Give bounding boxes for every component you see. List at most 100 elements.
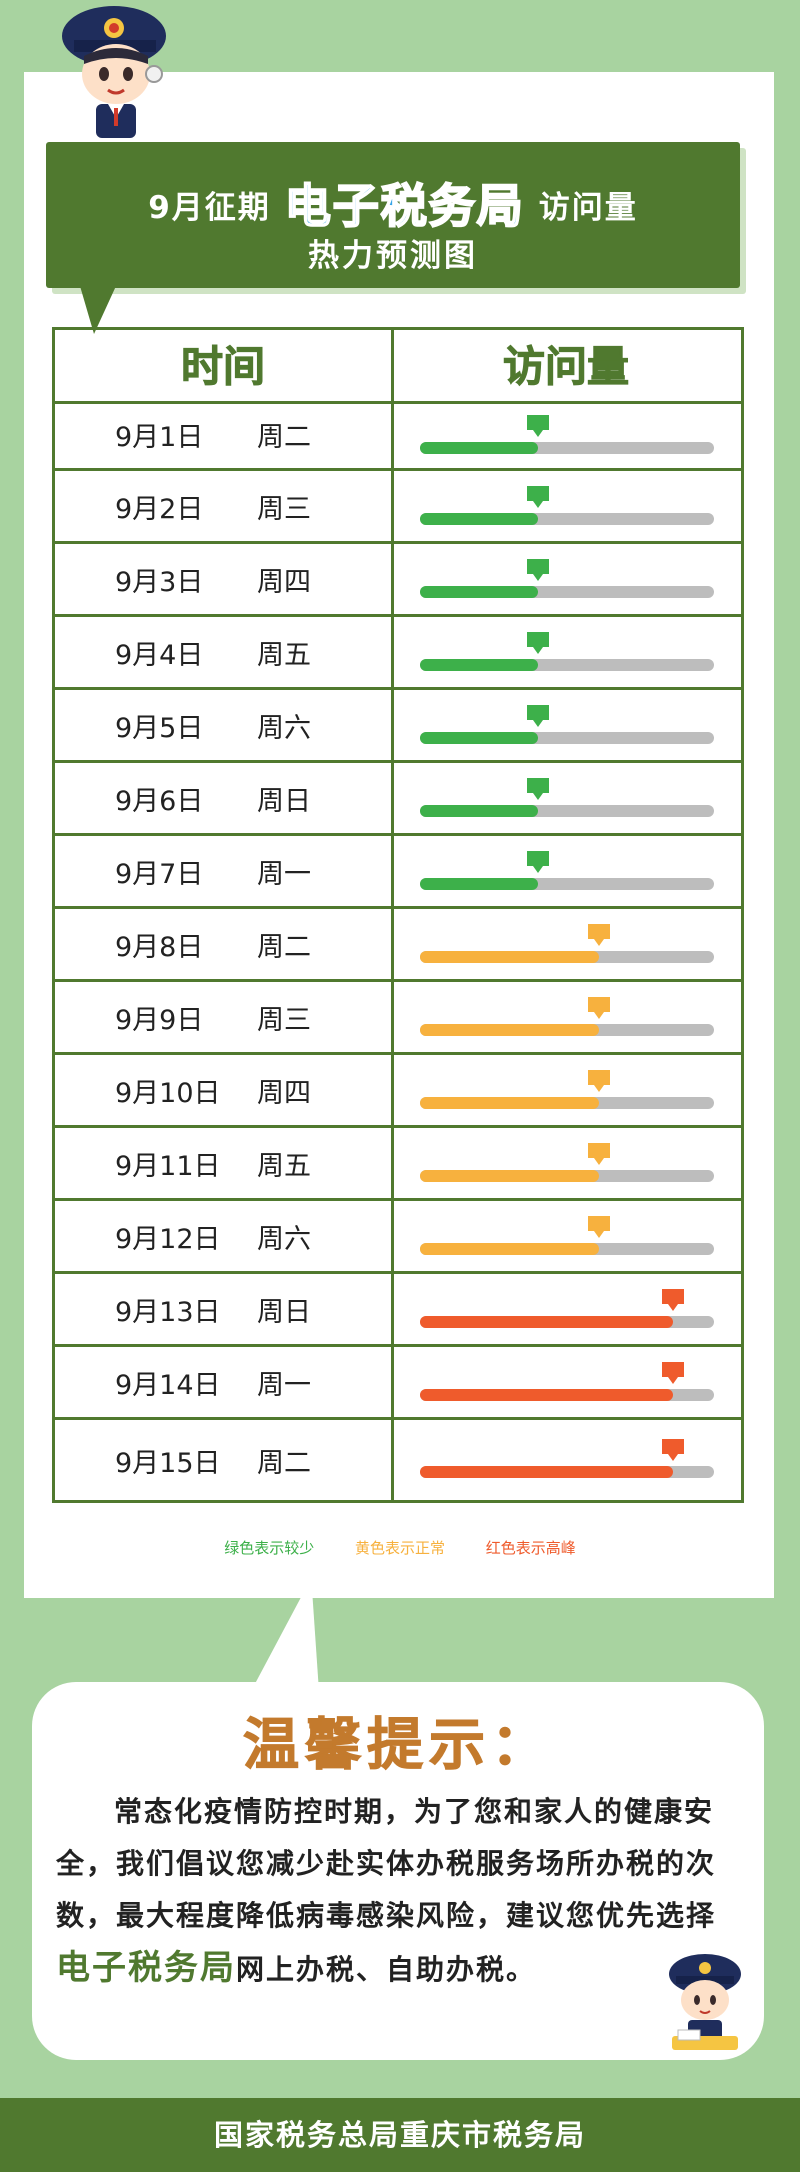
row-weekday: 周五 <box>257 639 311 671</box>
table-row: 9月1日 周二 <box>55 401 741 471</box>
title-line-2: 热力预测图 <box>308 238 478 274</box>
legend: 绿色表示较少 黄色表示正常 红色表示高峰 <box>0 1537 800 1558</box>
title-banner: 9月征期 电子税务局 访问量 热力预测图 <box>46 142 740 288</box>
row-weekday: 周日 <box>257 785 311 817</box>
row-date-cell: 9月9日 周三 <box>115 982 311 1052</box>
row-date: 9月11日 <box>115 1150 221 1182</box>
tip-body-highlight: 电子税务局 <box>56 1948 236 1988</box>
visit-bar-track <box>420 1024 714 1036</box>
visit-bar-fill <box>420 1316 673 1328</box>
visit-level-marker-icon <box>527 632 549 654</box>
visit-bar-track <box>420 1243 714 1255</box>
row-date: 9月2日 <box>115 493 204 525</box>
row-date: 9月1日 <box>115 422 204 453</box>
visit-bar-track <box>420 878 714 890</box>
column-header-date: 时间 <box>180 342 265 392</box>
row-date: 9月13日 <box>115 1296 221 1328</box>
row-weekday: 周三 <box>257 493 311 525</box>
visit-level-marker-icon <box>588 1143 610 1165</box>
tax-officer-mascot-icon <box>62 6 166 138</box>
table-row: 9月14日 周一 <box>55 1347 741 1420</box>
visit-bar-fill <box>420 442 538 454</box>
row-date: 9月7日 <box>115 858 204 890</box>
visit-level-marker-icon <box>662 1439 684 1461</box>
row-date-cell: 9月12日 周六 <box>115 1201 311 1271</box>
row-date-cell: 9月15日 周二 <box>115 1420 311 1500</box>
visit-bar-track <box>420 1170 714 1182</box>
row-weekday: 周一 <box>257 1369 311 1401</box>
visit-level-marker-icon <box>527 851 549 873</box>
visit-level-marker-icon <box>662 1362 684 1384</box>
legend-normal: 黄色表示正常 <box>354 1539 445 1557</box>
row-date: 9月9日 <box>115 1004 204 1036</box>
table-row: 9月6日 周日 <box>55 763 741 836</box>
row-date: 9月6日 <box>115 785 204 817</box>
legend-low: 绿色表示较少 <box>224 1539 315 1557</box>
column-header-visit: 访问量 <box>502 342 629 392</box>
visit-bar-track <box>420 1097 714 1109</box>
row-date: 9月5日 <box>115 712 204 744</box>
row-date-cell: 9月7日 周一 <box>115 836 311 906</box>
visit-bar-track <box>420 1389 714 1401</box>
table-row: 9月3日 周四 <box>55 544 741 617</box>
title-highlight: 电子税务局 <box>284 178 525 234</box>
visit-bar-fill <box>420 586 538 598</box>
row-weekday: 周六 <box>257 1223 311 1255</box>
row-date-cell: 9月14日 周一 <box>115 1347 311 1417</box>
visit-bar-fill <box>420 1170 599 1182</box>
row-weekday: 周二 <box>257 422 311 453</box>
visit-bar-fill <box>420 1466 673 1478</box>
row-weekday: 周二 <box>257 1447 311 1479</box>
visit-bar-fill <box>420 1097 599 1109</box>
row-date-cell: 9月3日 周四 <box>115 544 311 614</box>
row-date-cell: 9月4日 周五 <box>115 617 311 687</box>
row-date-cell: 9月13日 周日 <box>115 1274 311 1344</box>
table-row: 9月5日 周六 <box>55 690 741 763</box>
row-weekday: 周四 <box>257 566 311 598</box>
visit-bar-track <box>420 732 714 744</box>
title-prefix: 9月征期 <box>148 190 271 226</box>
row-date-cell: 9月11日 周五 <box>115 1128 311 1198</box>
row-date-cell: 9月2日 周三 <box>115 471 311 541</box>
visit-bar-track <box>420 513 714 525</box>
title-line-1: 9月征期 电子税务局 访问量 <box>46 170 740 236</box>
row-date-cell: 9月8日 周二 <box>115 909 311 979</box>
row-date: 9月15日 <box>115 1447 221 1479</box>
visit-bar-fill <box>420 805 538 817</box>
tip-title: 温馨提示： <box>243 1713 553 1779</box>
row-weekday: 周日 <box>257 1296 311 1328</box>
visit-bar-fill <box>420 659 538 671</box>
table-row: 9月10日 周四 <box>55 1055 741 1128</box>
visit-bar-track <box>420 805 714 817</box>
tip-body-text-1: 常态化疫情防控时期，为了您和家人的健康安全，我们倡议您减少赴实体办税服务场所办税… <box>56 1795 717 1932</box>
row-date-cell: 9月1日 周二 <box>115 401 311 468</box>
visit-bar-track <box>420 586 714 598</box>
visit-bar-fill <box>420 732 538 744</box>
tip-box: 温馨提示： 常态化疫情防控时期，为了您和家人的健康安全，我们倡议您减少赴实体办税… <box>32 1682 764 2060</box>
legend-high: 红色表示高峰 <box>485 1539 576 1557</box>
table-row: 9月9日 周三 <box>55 982 741 1055</box>
table-row: 9月2日 周三 <box>55 471 741 544</box>
table-row: 9月4日 周五 <box>55 617 741 690</box>
table-row: 9月7日 周一 <box>55 836 741 909</box>
row-weekday: 周四 <box>257 1077 311 1109</box>
row-date: 9月12日 <box>115 1223 221 1255</box>
footer: 国家税务总局重庆市税务局 <box>0 2098 800 2172</box>
visit-level-marker-icon <box>527 778 549 800</box>
visit-level-marker-icon <box>588 924 610 946</box>
visit-bar-track <box>420 442 714 454</box>
row-date: 9月3日 <box>115 566 204 598</box>
row-date: 9月8日 <box>115 931 204 963</box>
row-weekday: 周五 <box>257 1150 311 1182</box>
tax-officer-small-icon <box>669 1954 741 2050</box>
row-date: 9月14日 <box>115 1369 221 1401</box>
visit-bar-fill <box>420 878 538 890</box>
visit-level-marker-icon <box>527 486 549 508</box>
table-row: 9月11日 周五 <box>55 1128 741 1201</box>
tip-body-text-2: 网上办税、自助办税。 <box>236 1953 537 1986</box>
visit-level-marker-icon <box>527 415 549 437</box>
visit-level-marker-icon <box>662 1289 684 1311</box>
banner-tail <box>80 286 116 334</box>
visit-level-marker-icon <box>527 559 549 581</box>
visit-bar-track <box>420 659 714 671</box>
